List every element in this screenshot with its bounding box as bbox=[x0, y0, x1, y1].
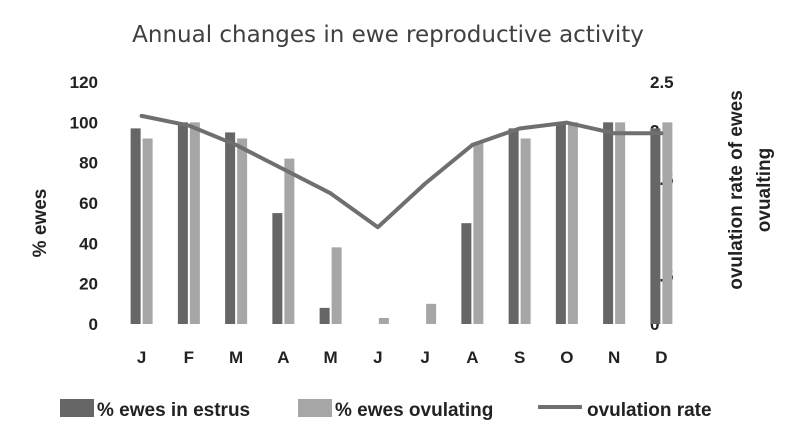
right-tick-label: 2.5 bbox=[650, 73, 674, 92]
bar-estrus bbox=[461, 223, 472, 324]
x-tick-label: M bbox=[229, 348, 243, 367]
bar-estrus bbox=[319, 307, 330, 324]
bar-estrus bbox=[225, 132, 236, 324]
left-axis-title: % ewes bbox=[30, 189, 51, 258]
bar-ovulating bbox=[426, 303, 437, 324]
bar-ovulating bbox=[615, 122, 626, 324]
x-tick-label: M bbox=[324, 348, 338, 367]
left-tick-label: 0 bbox=[89, 315, 98, 334]
ovulation-rate-line bbox=[139, 113, 664, 230]
bar-ovulating bbox=[284, 158, 295, 324]
bar-estrus bbox=[603, 122, 614, 324]
legend-label-estrus: % ewes in estrus bbox=[97, 400, 250, 421]
line-layer bbox=[139, 113, 664, 230]
x-tick-label: D bbox=[655, 348, 667, 367]
bar-estrus bbox=[272, 213, 283, 324]
legend-swatch-estrus bbox=[60, 399, 94, 417]
right-tick-label: 0 bbox=[650, 315, 659, 334]
bar-ovulating bbox=[473, 142, 484, 324]
left-tick-label: 20 bbox=[79, 275, 98, 294]
bar-estrus bbox=[130, 128, 141, 324]
x-tick-label: A bbox=[277, 348, 289, 367]
right-axis-title-line1: ovulation rate of ewes bbox=[726, 90, 747, 290]
bar-ovulating bbox=[331, 247, 342, 324]
chart-title: Annual changes in ewe reproductive activ… bbox=[132, 22, 644, 48]
bar-estrus bbox=[508, 128, 519, 324]
bar-estrus bbox=[177, 122, 188, 324]
bar-ovulating bbox=[378, 317, 389, 324]
bar-ovulating bbox=[189, 122, 200, 324]
x-tick-label: F bbox=[184, 348, 194, 367]
x-tick-label: J bbox=[373, 348, 382, 367]
left-tick-label: 80 bbox=[79, 154, 98, 173]
x-tick-label: O bbox=[560, 348, 573, 367]
left-tick-label: 60 bbox=[79, 194, 98, 213]
left-tick-label: 120 bbox=[70, 73, 98, 92]
x-tick-label: S bbox=[514, 348, 525, 367]
bars bbox=[130, 122, 673, 324]
bar-ovulating bbox=[520, 138, 531, 324]
legend-label-ovulation-rate: ovulation rate bbox=[587, 400, 712, 421]
legend-label-ovulating: % ewes ovulating bbox=[335, 400, 493, 421]
bar-ovulating bbox=[237, 138, 248, 324]
bar-ovulating bbox=[142, 138, 153, 324]
bar-ovulating bbox=[662, 122, 673, 324]
x-tick-label: N bbox=[608, 348, 620, 367]
x-tick-label: A bbox=[466, 348, 478, 367]
bar-estrus bbox=[650, 128, 661, 324]
x-tick-label: J bbox=[137, 348, 146, 367]
left-tick-label: 40 bbox=[79, 234, 98, 253]
right-axis-title-line2: ovualting bbox=[754, 148, 775, 232]
legend-swatch-ovulating bbox=[298, 399, 332, 417]
left-tick-label: 100 bbox=[70, 113, 98, 132]
left-axis-ticks: 0 20 40 60 80 100 120 bbox=[70, 73, 98, 334]
x-tick-label: J bbox=[420, 348, 429, 367]
bar-ovulating bbox=[567, 122, 578, 324]
legend: % ewes in estrus % ewes ovulating ovulat… bbox=[60, 399, 712, 421]
bar-estrus bbox=[555, 122, 566, 324]
